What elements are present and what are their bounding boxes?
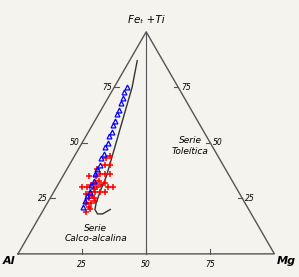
Text: 75: 75 [181, 83, 190, 92]
Text: 50: 50 [213, 138, 222, 147]
Text: 75: 75 [102, 83, 112, 92]
Text: 50: 50 [141, 260, 151, 269]
Text: Serie
Toleítica: Serie Toleítica [172, 137, 209, 156]
Text: 25: 25 [38, 194, 48, 203]
Text: Feₜ +Ti: Feₜ +Ti [128, 16, 164, 25]
Text: 25: 25 [77, 260, 87, 269]
Text: Serie
Calco-alcalina: Serie Calco-alcalina [64, 224, 127, 243]
Text: 75: 75 [205, 260, 215, 269]
Text: Al: Al [3, 257, 16, 266]
Text: Mg: Mg [277, 257, 296, 266]
Text: 50: 50 [70, 138, 80, 147]
Text: 25: 25 [245, 194, 255, 203]
